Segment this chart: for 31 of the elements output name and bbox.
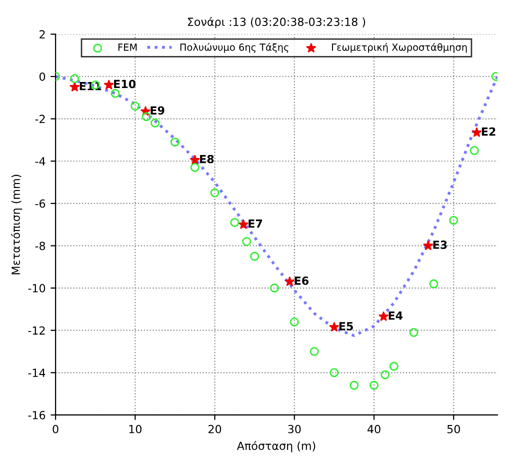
annotation: E9 (150, 106, 164, 115)
annotation: E2 (482, 127, 496, 136)
y-tick-label: -16 (28, 410, 46, 420)
x-tick-label: 30 (288, 424, 301, 434)
x-tick-label: 10 (129, 424, 142, 434)
x-tick-label: 0 (52, 424, 58, 434)
y-tick-label: -12 (28, 326, 45, 335)
annotation: E10 (114, 80, 136, 88)
legend-label: Γεωμετρική Χωροστάθμηση (332, 42, 467, 53)
annotation: E4 (388, 312, 403, 320)
annotation: E8 (200, 154, 214, 164)
legend-label: FEM (118, 44, 137, 51)
y-tick-label: -14 (28, 368, 46, 377)
chart-title: Σονάρι :13 (03:20:38-03:23:18 ) (188, 16, 366, 28)
y-tick-label: -6 (35, 199, 46, 208)
y-tick-label: 2 (40, 30, 45, 38)
y-tick-label: -8 (35, 242, 46, 250)
annotation: E3 (433, 240, 447, 249)
annotation: E5 (339, 322, 353, 330)
annotation: E7 (248, 220, 262, 228)
y-tick-label: -2 (35, 114, 45, 124)
y-tick-label: 0 (39, 72, 46, 81)
legend-label: Πολυώνυμο 6ης Τάξης (180, 42, 288, 53)
annotation: E6 (294, 276, 309, 285)
y-axis-title: Μετατόπιση (mm) (10, 174, 22, 274)
x-tick-label: 40 (367, 424, 380, 434)
x-tick-label: 20 (208, 424, 222, 434)
x-tick-label: 50 (447, 424, 460, 434)
x-axis-title: Απόσταση (m) (236, 440, 316, 452)
y-tick-label: -10 (28, 284, 46, 292)
y-tick-label: -4 (35, 157, 46, 166)
